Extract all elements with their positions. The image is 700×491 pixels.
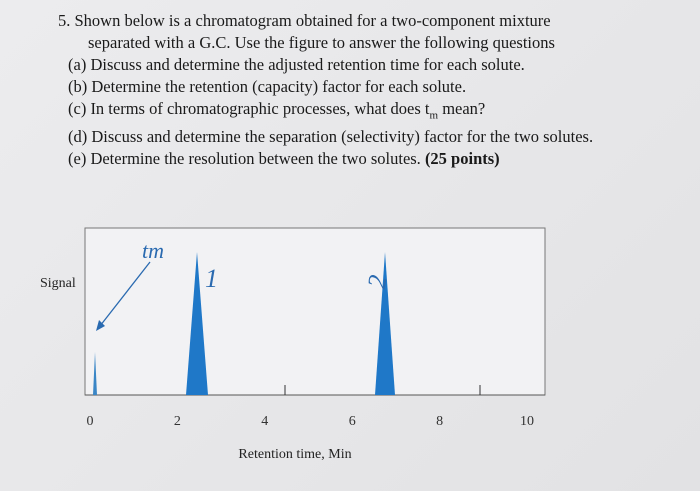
x-tick-label: 8 <box>436 414 443 429</box>
question: 5. Shown below is a chromatogram obtaine… <box>58 10 593 170</box>
arrowhead <box>96 320 105 331</box>
peak-label: 1 <box>205 264 218 293</box>
line: (d) Discuss and determine the separation… <box>58 126 593 148</box>
points: (25 points) <box>424 149 500 169</box>
subscript: m <box>429 109 439 122</box>
x-axis-label: Retention time, Min <box>238 447 351 462</box>
q-part: (d) Discuss and determine the separation… <box>68 127 594 147</box>
handwritten-tm: tm <box>142 238 164 263</box>
line: (a) Discuss and determine the adjusted r… <box>58 54 593 76</box>
line: 5. Shown below is a chromatogram obtaine… <box>58 10 593 32</box>
x-tick-label: 0 <box>87 414 94 429</box>
q-number: 5. <box>58 11 71 30</box>
x-tick-label: 10 <box>520 414 534 429</box>
q-text: Shown below is a chromatogram obtained f… <box>74 11 551 30</box>
x-tick-label: 2 <box>174 414 181 429</box>
x-tick-label: 4 <box>261 414 268 429</box>
void-peak <box>93 352 97 395</box>
arrow <box>99 261 151 327</box>
q-text: separated with a G.C. Use the figure to … <box>88 33 555 52</box>
q-part: (b) Determine the retention (capacity) f… <box>68 77 467 96</box>
q-part: (a) Discuss and determine the adjusted r… <box>68 55 525 74</box>
line: (b) Determine the retention (capacity) f… <box>58 76 593 98</box>
line: (e) Determine the resolution between the… <box>58 148 593 170</box>
peak <box>375 252 395 395</box>
line: separated with a G.C. Use the figure to … <box>58 32 593 54</box>
y-axis-label: Signal <box>40 276 76 291</box>
peak-label: 2 <box>362 273 393 291</box>
x-tick-label: 6 <box>349 414 356 429</box>
q-part: (c) In terms of chromatographic processe… <box>68 99 430 118</box>
line: (c) In terms of chromatographic processe… <box>58 98 593 126</box>
peak <box>186 252 208 395</box>
q-part: (e) Determine the resolution between the… <box>68 149 421 169</box>
plot-frame <box>84 227 546 396</box>
q-part: mean? <box>438 99 486 118</box>
